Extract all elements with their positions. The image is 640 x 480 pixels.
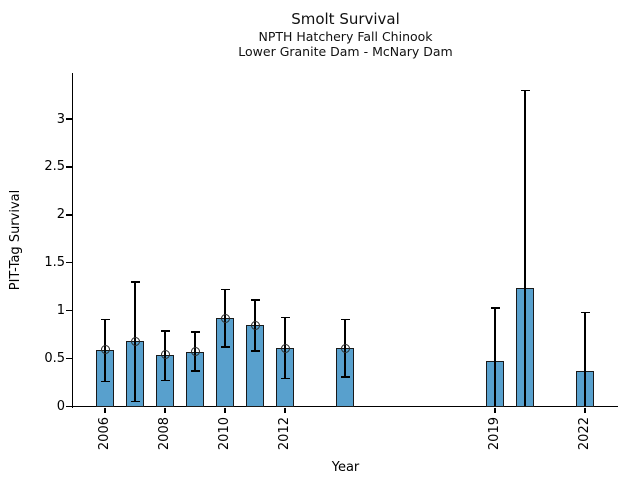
y-tick-label: 1.5: [44, 255, 65, 271]
x-tick: [164, 407, 166, 413]
error-cap-high-2019: [490, 307, 500, 309]
error-cap-high-2010: [220, 288, 230, 291]
error-cap-low-2011: [250, 350, 260, 352]
error-cap-low-2012: [280, 377, 290, 380]
x-axis-label: Year: [331, 460, 360, 475]
chart-title: Smolt Survival: [291, 10, 400, 28]
x-tick-label: 2012: [277, 417, 292, 451]
y-axis-spine: [71, 73, 73, 408]
error-bar-2020: [524, 90, 526, 407]
point-marker-2007: [130, 336, 140, 346]
chart-subtitle-stock: NPTH Hatchery Fall Chinook: [258, 29, 433, 44]
y-tick-label: 2.5: [44, 159, 65, 175]
y-tick: [65, 214, 72, 216]
x-tick-label: 2019: [487, 417, 502, 451]
x-tick: [584, 407, 586, 413]
y-tick: [65, 166, 72, 168]
y-tick-label: 0: [56, 399, 65, 414]
error-cap-high-2011: [250, 299, 260, 301]
x-tick: [224, 407, 226, 413]
y-tick: [65, 262, 72, 264]
error-cap-low-2010: [220, 346, 230, 348]
y-tick: [65, 357, 72, 360]
x-tick-label: 2010: [217, 417, 232, 451]
error-cap-high-2012: [280, 316, 290, 319]
y-tick-label: 0.5: [44, 351, 65, 367]
y-tick: [65, 310, 72, 312]
error-cap-high-2008: [160, 330, 170, 332]
error-cap-low-2006: [100, 380, 110, 383]
y-tick: [65, 405, 72, 408]
error-cap-high-2014: [340, 318, 350, 321]
error-cap-low-2008: [160, 379, 170, 382]
x-tick-label: 2022: [577, 417, 592, 451]
y-tick-label: 1: [56, 303, 65, 319]
error-cap-high-2009: [190, 331, 200, 333]
point-marker-2012: [280, 343, 290, 353]
error-cap-high-2022: [580, 311, 590, 314]
y-tick-label: 3: [56, 111, 65, 127]
chart-subtitle-reach: Lower Granite Dam - McNary Dam: [238, 44, 453, 59]
error-cap-high-2007: [130, 281, 140, 283]
y-axis-label: PIT-Tag Survival: [8, 189, 23, 291]
y-tick: [65, 118, 72, 120]
point-marker-2010: [220, 313, 230, 323]
y-tick-label: 2: [56, 207, 65, 223]
error-cap-low-2014: [340, 376, 350, 378]
x-tick: [104, 407, 106, 413]
x-tick-label: 2006: [97, 417, 112, 451]
error-cap-high-2006: [100, 318, 110, 321]
point-marker-2009: [190, 347, 200, 357]
x-tick-label: 2008: [157, 417, 172, 451]
error-cap-high-2020: [520, 89, 530, 91]
error-cap-low-2009: [190, 370, 200, 372]
point-marker-2011: [250, 320, 260, 330]
point-marker-2008: [160, 350, 170, 360]
error-bar-2022: [584, 312, 586, 407]
point-marker-2014: [340, 343, 350, 353]
point-marker-2006: [100, 345, 110, 355]
x-tick: [284, 407, 286, 413]
error-cap-low-2007: [130, 400, 140, 403]
x-tick: [494, 407, 496, 413]
error-bar-2019: [494, 307, 496, 407]
